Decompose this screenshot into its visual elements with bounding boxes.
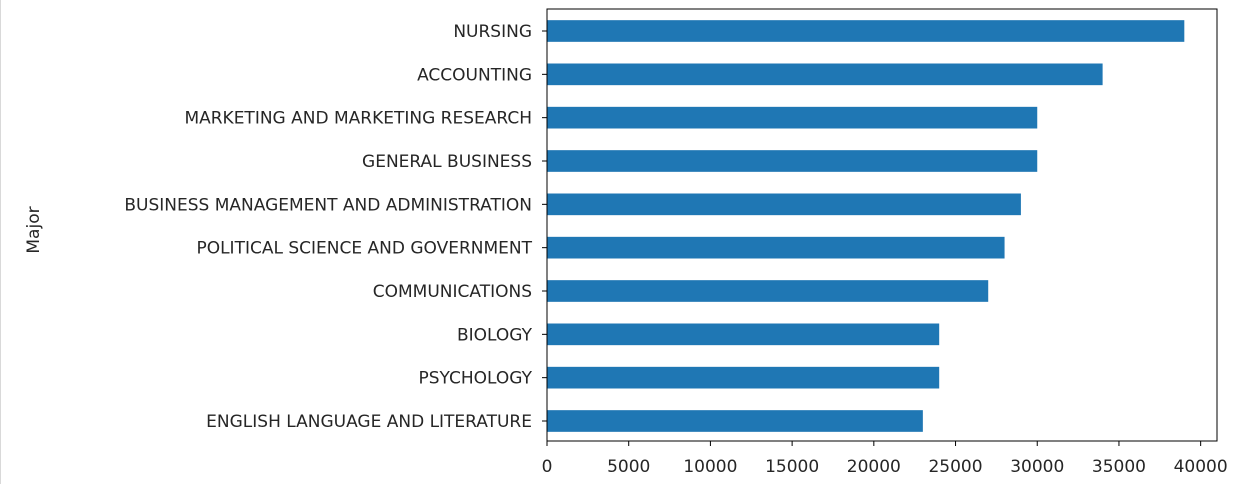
x-tick-label: 30000 [1010,457,1064,477]
x-tick-label: 10000 [683,457,737,477]
y-tick-label: PSYCHOLOGY [419,369,533,389]
plot-frame [546,8,1218,442]
x-tick-label: 0 [542,457,553,477]
y-tick-label: ENGLISH LANGUAGE AND LITERATURE [206,412,532,432]
y-tick-label: BIOLOGY [457,325,533,345]
y-tick-label: NURSING [453,22,532,42]
x-tick-label: 20000 [847,457,901,477]
bar-business-management-and-administration [547,193,1021,216]
x-tick-label: 40000 [1174,457,1228,477]
bar-marketing-and-marketing-research [547,106,1038,129]
x-tick-label: 5000 [607,457,650,477]
y-tick-label: ACCOUNTING [417,65,532,85]
bar-nursing [547,20,1185,42]
x-tick-label: 25000 [928,457,982,477]
x-tick-label: 35000 [1092,457,1146,477]
bar-psychology [547,366,940,389]
bar-political-science-and-government [547,236,1005,259]
y-tick-label: GENERAL BUSINESS [362,152,532,172]
bar-english-language-and-literature [547,410,923,432]
left-border [0,0,1,484]
y-tick-label: COMMUNICATIONS [373,282,532,302]
y-tick-label: MARKETING AND MARKETING RESEARCH [184,109,532,129]
bars-layer [547,20,1185,432]
bar-communications [547,280,989,302]
bar-accounting [547,63,1103,86]
y-axis-label: Major [24,206,44,253]
y-tick-label: BUSINESS MANAGEMENT AND ADMINISTRATION [124,195,532,215]
y-tick-label: POLITICAL SCIENCE AND GOVERNMENT [196,239,532,259]
x-ticks-layer: 0 5000 10000 15000 20000 25000 30000 35000 40000 [542,441,1228,477]
y-ticks-layer: NURSING ACCOUNTING MARKETING AND MARKETING… [124,22,547,432]
x-tick-label: 15000 [765,457,819,477]
bar-biology [547,323,940,346]
bar-general-business [547,150,1038,172]
